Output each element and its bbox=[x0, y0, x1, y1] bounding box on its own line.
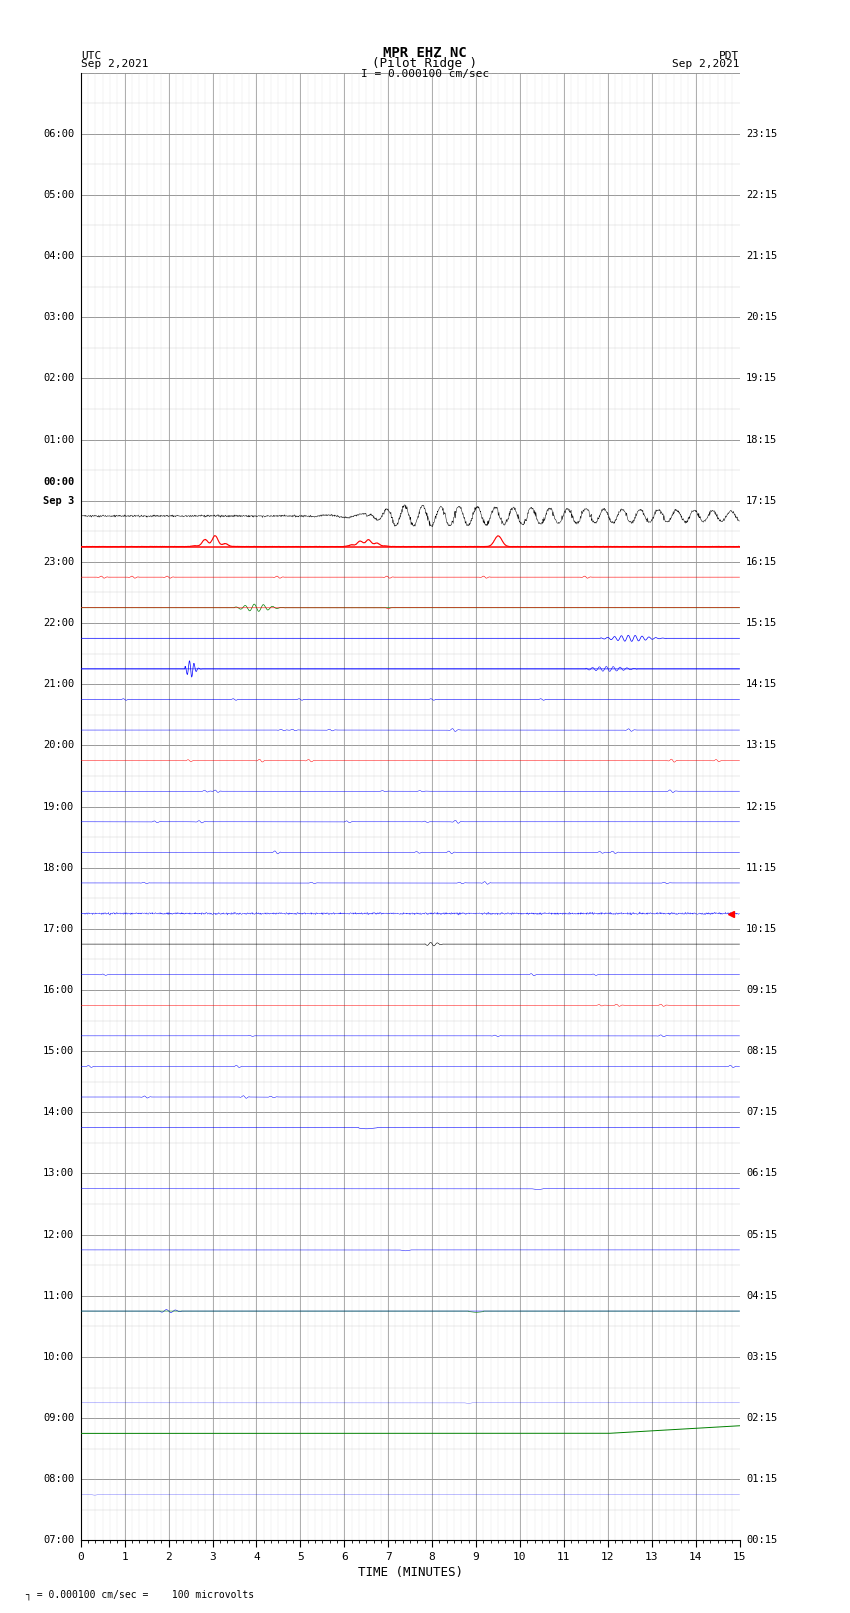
Text: 19:00: 19:00 bbox=[42, 802, 74, 811]
Text: 23:00: 23:00 bbox=[42, 556, 74, 566]
Text: PDT: PDT bbox=[719, 52, 740, 61]
Text: 00:15: 00:15 bbox=[746, 1536, 778, 1545]
Text: 16:15: 16:15 bbox=[746, 556, 778, 566]
Text: 20:15: 20:15 bbox=[746, 313, 778, 323]
Text: 08:15: 08:15 bbox=[746, 1047, 778, 1057]
Text: 15:15: 15:15 bbox=[746, 618, 778, 627]
Text: 21:15: 21:15 bbox=[746, 252, 778, 261]
Text: 12:15: 12:15 bbox=[746, 802, 778, 811]
Text: 16:00: 16:00 bbox=[42, 986, 74, 995]
Text: 13:15: 13:15 bbox=[746, 740, 778, 750]
Text: MPR EHZ NC: MPR EHZ NC bbox=[383, 47, 467, 60]
Text: 12:00: 12:00 bbox=[42, 1229, 74, 1240]
Text: 19:15: 19:15 bbox=[746, 373, 778, 384]
Text: Sep 2,2021: Sep 2,2021 bbox=[81, 60, 148, 69]
Text: I = 0.000100 cm/sec: I = 0.000100 cm/sec bbox=[361, 69, 489, 79]
Text: 00:00: 00:00 bbox=[42, 477, 74, 487]
Text: 10:00: 10:00 bbox=[42, 1352, 74, 1361]
Text: 07:15: 07:15 bbox=[746, 1107, 778, 1118]
Text: 02:00: 02:00 bbox=[42, 373, 74, 384]
Text: 22:00: 22:00 bbox=[42, 618, 74, 627]
Text: 13:00: 13:00 bbox=[42, 1168, 74, 1179]
Text: 14:00: 14:00 bbox=[42, 1107, 74, 1118]
Text: 17:15: 17:15 bbox=[746, 495, 778, 506]
Text: Sep 3: Sep 3 bbox=[42, 495, 74, 506]
Text: 11:15: 11:15 bbox=[746, 863, 778, 873]
Text: 08:00: 08:00 bbox=[42, 1474, 74, 1484]
Text: 15:00: 15:00 bbox=[42, 1047, 74, 1057]
Text: 23:15: 23:15 bbox=[746, 129, 778, 139]
Text: (Pilot Ridge ): (Pilot Ridge ) bbox=[372, 56, 478, 71]
Text: 09:00: 09:00 bbox=[42, 1413, 74, 1423]
Text: 06:15: 06:15 bbox=[746, 1168, 778, 1179]
Text: 20:00: 20:00 bbox=[42, 740, 74, 750]
Text: 09:15: 09:15 bbox=[746, 986, 778, 995]
Text: ┐ = 0.000100 cm/sec =    100 microvolts: ┐ = 0.000100 cm/sec = 100 microvolts bbox=[26, 1589, 255, 1600]
Text: 04:00: 04:00 bbox=[42, 252, 74, 261]
Text: 01:15: 01:15 bbox=[746, 1474, 778, 1484]
Text: 10:15: 10:15 bbox=[746, 924, 778, 934]
Text: 07:00: 07:00 bbox=[42, 1536, 74, 1545]
Text: 03:00: 03:00 bbox=[42, 313, 74, 323]
Text: 21:00: 21:00 bbox=[42, 679, 74, 689]
Text: 11:00: 11:00 bbox=[42, 1290, 74, 1300]
Text: 14:15: 14:15 bbox=[746, 679, 778, 689]
Text: 04:15: 04:15 bbox=[746, 1290, 778, 1300]
Text: 18:15: 18:15 bbox=[746, 434, 778, 445]
Text: 05:15: 05:15 bbox=[746, 1229, 778, 1240]
Text: 18:00: 18:00 bbox=[42, 863, 74, 873]
Text: 02:15: 02:15 bbox=[746, 1413, 778, 1423]
X-axis label: TIME (MINUTES): TIME (MINUTES) bbox=[358, 1566, 462, 1579]
Text: 22:15: 22:15 bbox=[746, 190, 778, 200]
Text: 03:15: 03:15 bbox=[746, 1352, 778, 1361]
Text: Sep 2,2021: Sep 2,2021 bbox=[672, 60, 740, 69]
Text: 06:00: 06:00 bbox=[42, 129, 74, 139]
Text: 17:00: 17:00 bbox=[42, 924, 74, 934]
Text: 05:00: 05:00 bbox=[42, 190, 74, 200]
Text: UTC: UTC bbox=[81, 52, 101, 61]
Text: 01:00: 01:00 bbox=[42, 434, 74, 445]
